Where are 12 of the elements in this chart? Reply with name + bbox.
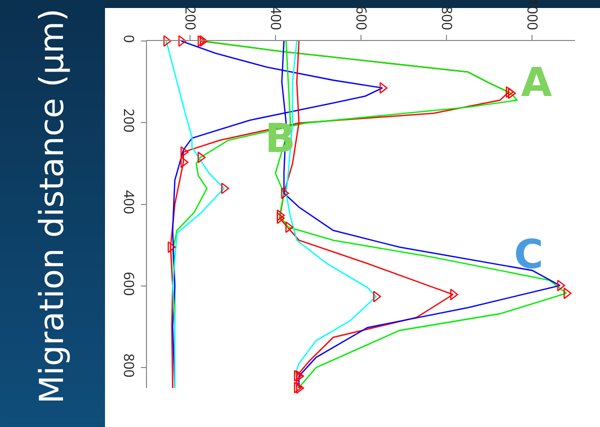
y-tick-label: 800 [119, 353, 138, 378]
x-tick-label: 600 [351, 6, 370, 30]
y-axis-title: Migration distance (µm) [32, 8, 72, 404]
y-tick-label: 200 [119, 108, 138, 133]
annotation: C [514, 232, 544, 278]
y-tick-label: 600 [119, 272, 138, 296]
x-tick-label: 800 [437, 6, 456, 30]
x-tick-label: 400 [266, 6, 285, 30]
y-tick-label: 400 [119, 190, 138, 214]
x-tick-label: 200 [180, 6, 200, 30]
y-tick-label: 0 [119, 34, 138, 43]
annotation: A [521, 60, 552, 106]
